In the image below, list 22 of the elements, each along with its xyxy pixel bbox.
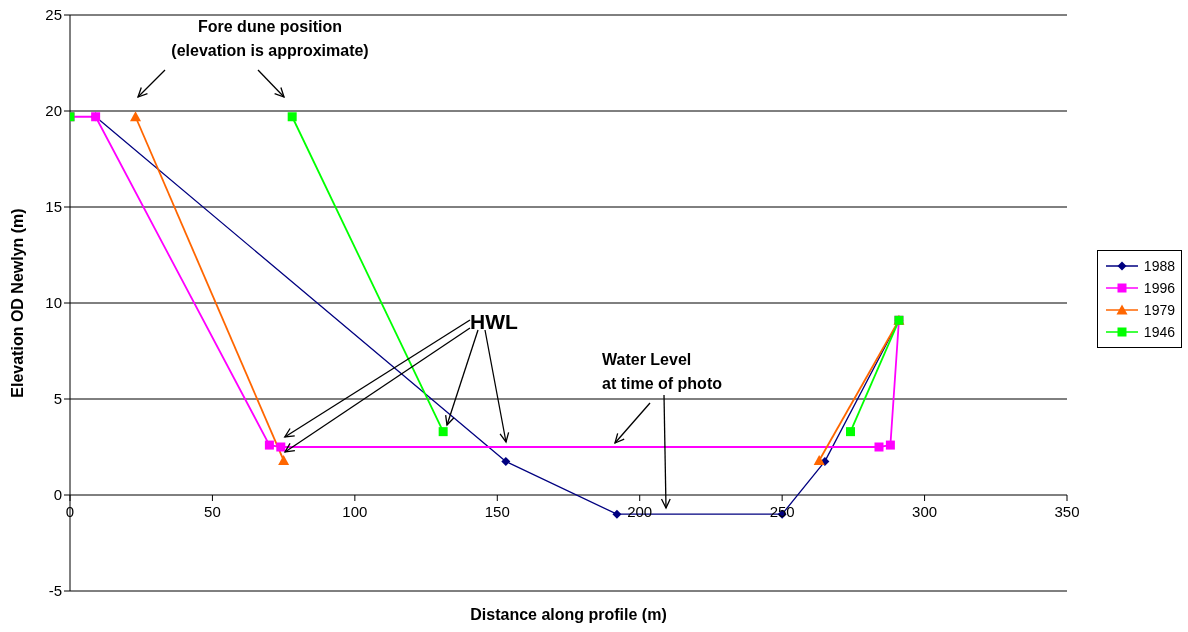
legend-label: 1996 — [1143, 280, 1175, 296]
y-tick-label: 15 — [45, 198, 62, 216]
legend-label: 1946 — [1143, 324, 1175, 340]
annotation: Fore dune position (elevation is approximate) — [171, 17, 369, 61]
annotation: HWL — [470, 310, 518, 334]
legend-label: 1988 — [1143, 258, 1175, 274]
x-tick-label: 0 — [65, 503, 75, 520]
x-axis-title: Distance along profile (m) — [469, 606, 668, 624]
x-tick-label: 100 — [342, 503, 368, 520]
y-tick-label: 20 — [45, 102, 62, 120]
x-tick-label: 300 — [912, 503, 938, 520]
y-tick-label: 10 — [45, 294, 62, 312]
x-tick-label: 50 — [204, 503, 221, 520]
annotation: Water Level at time of photo — [602, 350, 722, 394]
x-tick-label: 150 — [484, 503, 510, 520]
y-tick-label: 0 — [53, 486, 62, 504]
y-tick-label: -5 — [48, 582, 62, 600]
x-tick-label: 350 — [1054, 503, 1080, 520]
y-axis-title: Elevation OD Newlyn (m) — [9, 208, 27, 398]
y-tick-label: 25 — [45, 6, 62, 24]
legend-label: 1979 — [1143, 302, 1175, 318]
y-tick-label: 5 — [53, 390, 62, 408]
